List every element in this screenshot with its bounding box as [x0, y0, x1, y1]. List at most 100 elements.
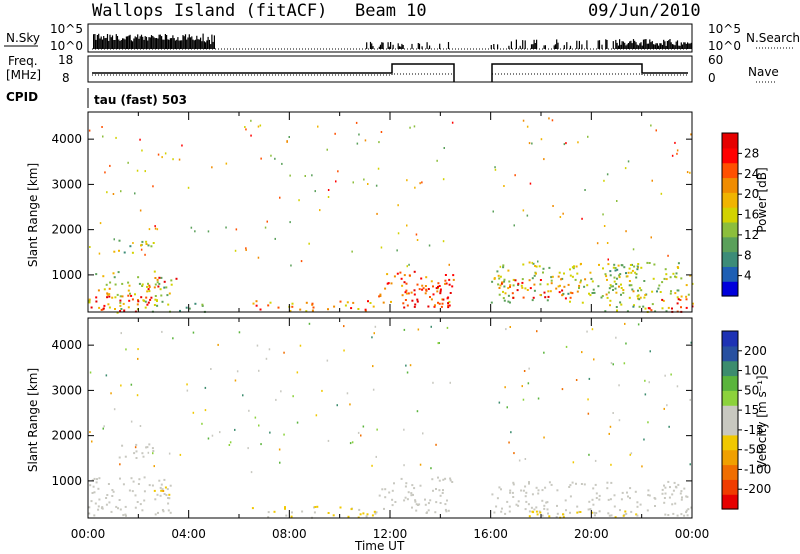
- heatmap-cell: [163, 280, 166, 283]
- heatmap-cell: [607, 498, 610, 501]
- nsky-bar: [586, 40, 588, 49]
- heatmap-cell: [527, 503, 530, 506]
- heatmap-cell: [525, 491, 528, 494]
- heatmap-cell: [439, 292, 442, 295]
- heatmap-cell: [668, 425, 670, 428]
- heatmap-cell: [557, 275, 560, 278]
- heatmap-cell: [148, 284, 151, 287]
- heatmap-cell: [112, 193, 115, 195]
- heatmap-cell: [451, 481, 454, 483]
- heatmap-cell: [403, 328, 406, 331]
- heatmap-cell: [435, 443, 437, 446]
- heatmap-cell: [539, 279, 542, 281]
- nsky-bar: [581, 44, 583, 49]
- colorbar-tick-label: -100: [744, 462, 771, 476]
- heatmap-cell: [663, 277, 666, 280]
- nsky-bar: [113, 40, 115, 49]
- heatmap-cell: [93, 514, 96, 517]
- heatmap-cell: [610, 362, 613, 365]
- heatmap-cell: [186, 383, 188, 386]
- heatmap-cell: [122, 514, 125, 517]
- heatmap-cell: [522, 209, 525, 212]
- heatmap-cell: [108, 306, 111, 309]
- heatmap-cell: [95, 296, 98, 299]
- heatmap-cell: [607, 291, 610, 294]
- heatmap-cell: [636, 514, 639, 517]
- heatmap-cell: [408, 263, 410, 266]
- colorbar-swatch: [722, 494, 738, 510]
- nsky-bar: [397, 43, 399, 49]
- heatmap-cell: [550, 279, 553, 282]
- heatmap-cell: [657, 287, 660, 290]
- nsky-bar: [111, 35, 114, 49]
- heatmap-cell: [414, 500, 417, 503]
- nave-trace: [92, 73, 688, 76]
- colorbar-tick-label: 15: [744, 403, 759, 417]
- heatmap-cell: [156, 304, 159, 307]
- heatmap-cell: [629, 264, 632, 266]
- nsky-bar: [668, 40, 670, 49]
- heatmap-cell: [569, 296, 572, 299]
- heatmap-cell: [429, 499, 432, 502]
- heatmap-cell: [524, 287, 527, 290]
- heatmap-cell: [289, 310, 292, 313]
- nsky-bar: [144, 36, 146, 49]
- heatmap-cell: [558, 271, 561, 274]
- heatmap-cell: [437, 282, 440, 285]
- heatmap-cell: [153, 304, 156, 306]
- heatmap-cell: [161, 509, 164, 511]
- heatmap-cell: [512, 284, 515, 287]
- heatmap-cell: [367, 183, 369, 185]
- heatmap-cell: [89, 431, 91, 433]
- power-heatmap: [88, 117, 694, 314]
- heatmap-cell: [164, 152, 167, 155]
- heatmap-cell: [586, 330, 588, 333]
- heatmap-cell: [152, 185, 154, 188]
- heatmap-cell: [569, 300, 571, 303]
- heatmap-cell: [363, 178, 365, 181]
- colorbar-swatch: [722, 251, 738, 267]
- heatmap-cell: [225, 226, 227, 229]
- heatmap-cell: [663, 484, 665, 487]
- heatmap-cell: [410, 492, 413, 495]
- heatmap-cell: [139, 503, 142, 506]
- nsky-bar: [641, 45, 643, 49]
- nsky-bar: [493, 44, 495, 49]
- heatmap-cell: [210, 368, 212, 370]
- heatmap-cell: [283, 433, 285, 436]
- heatmap-cell: [533, 274, 536, 277]
- heatmap-cell: [592, 288, 595, 291]
- heatmap-cell: [677, 298, 680, 301]
- nsky-bar: [142, 36, 144, 49]
- heatmap-cell: [536, 513, 539, 516]
- nsky-bar: [622, 41, 624, 49]
- heatmap-cell: [528, 279, 531, 282]
- heatmap-cell: [562, 292, 565, 295]
- heatmap-cell: [575, 265, 578, 268]
- colorbar-swatch: [722, 266, 738, 282]
- heatmap-cell: [148, 286, 151, 288]
- heatmap-cell: [259, 124, 262, 127]
- heatmap-cell: [606, 481, 609, 484]
- heatmap-cell: [661, 281, 664, 284]
- heatmap-cell: [591, 328, 594, 331]
- heatmap-cell: [502, 264, 505, 267]
- heatmap-cell: [364, 310, 367, 313]
- heatmap-cell: [406, 498, 409, 501]
- heatmap-cell: [89, 371, 92, 374]
- heatmap-cell: [541, 489, 544, 492]
- heatmap-cell: [413, 305, 416, 308]
- heatmap-cell: [108, 501, 111, 504]
- heatmap-cell: [289, 174, 291, 177]
- nsky-bar: [158, 34, 160, 49]
- heatmap-cell: [524, 508, 527, 511]
- heatmap-cell: [532, 296, 535, 299]
- heatmap-cell: [569, 484, 572, 487]
- heatmap-cell: [313, 511, 316, 514]
- heatmap-cell: [413, 125, 416, 128]
- velocity-colorbar-title: Velocity [m s⁻¹]: [755, 375, 769, 468]
- heatmap-cell: [413, 270, 416, 273]
- heatmap-cell: [612, 266, 615, 269]
- heatmap-cell: [88, 506, 91, 509]
- heatmap-cell: [369, 302, 372, 304]
